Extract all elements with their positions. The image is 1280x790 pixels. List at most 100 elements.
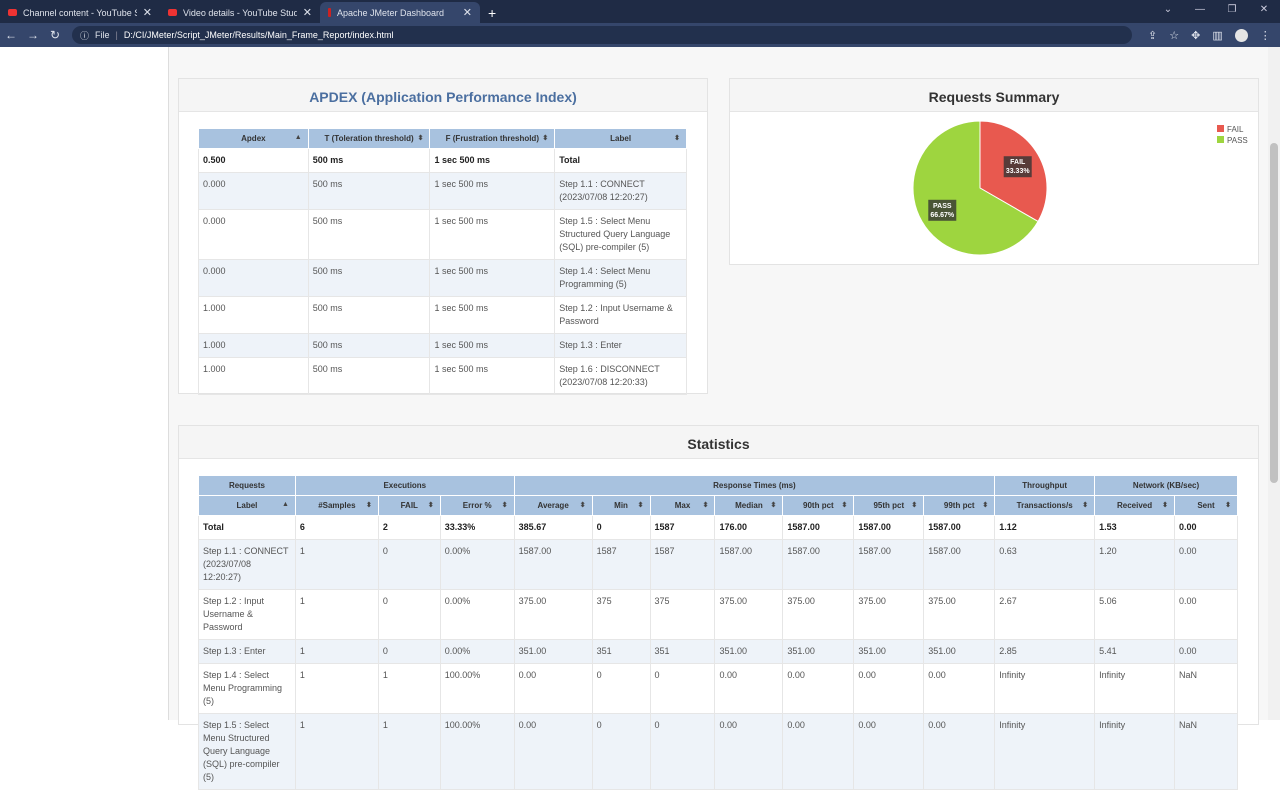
column-header[interactable]: T (Toleration threshold) ⬍ [307,128,431,149]
sort-icon[interactable]: ⬍ [365,502,372,509]
table-cell: 1.53 [1094,515,1176,540]
column-header[interactable]: Min ⬍ [591,495,651,516]
table-row: 1.000 500 ms 1 sec 500 ms Step 1.3 : Enter [198,333,687,358]
minimize-button[interactable]: — [1195,4,1205,15]
table-cell: 1 [377,713,441,790]
table-cell: Total [198,515,296,540]
forward-icon[interactable]: → [27,28,39,42]
column-header[interactable]: Apdex ▲ [198,128,309,149]
youtube-icon [168,9,177,16]
column-header[interactable]: Average ⬍ [513,495,593,516]
sort-icon[interactable]: ⬍ [702,502,709,509]
table-cell: 0 [377,639,441,664]
profile-avatar[interactable] [1234,28,1248,42]
sort-ascending-icon[interactable]: ▲ [281,501,289,508]
info-icon[interactable]: ⓘ [80,30,90,41]
table-cell: 351.00 [782,639,855,664]
sort-icon[interactable]: ⬍ [427,502,434,509]
table-cell: Step 1.3 : Enter [554,333,687,358]
table-cell: 0.00 [853,713,925,790]
sort-icon[interactable]: ⬍ [982,502,989,509]
table-cell: 0 [591,663,651,714]
table-row: 0.000 500 ms 1 sec 500 ms Step 1.4 : Select… [198,259,687,297]
close-tab-icon[interactable]: ✕ [462,7,472,19]
sort-icon[interactable]: ⬍ [1225,502,1231,509]
table-cell: 1587.00 [923,539,996,590]
menu-icon[interactable]: ⋮ [1259,29,1271,42]
sort-icon[interactable]: ⬍ [674,135,680,142]
close-window-button[interactable]: ✕ [1259,4,1269,15]
restore-button[interactable]: ❐ [1227,4,1237,15]
extensions-icon[interactable]: ✥ [1191,29,1201,42]
column-header[interactable]: Received ⬍ [1094,495,1176,516]
column-header[interactable]: Error % ⬍ [439,495,515,516]
table-cell: 351 [649,639,716,664]
column-header[interactable]: #Samples ⬍ [294,495,379,516]
bookmark-star-icon[interactable]: ☆ [1169,29,1180,42]
total-row: 0.500 500 ms 1 sec 500 ms Total [198,148,687,173]
jmeter-icon [328,8,331,17]
sort-icon[interactable]: ⬍ [1162,502,1169,509]
browser-tab-active[interactable]: Apache JMeter Dashboard ✕ [320,2,480,23]
table-row: Step 1.5 : Select Menu Structured Query … [198,713,1238,790]
column-header[interactable]: 90th pct ⬍ [782,495,855,516]
sort-icon[interactable]: ⬍ [911,502,918,509]
column-header[interactable]: 95th pct ⬍ [853,495,925,516]
column-header[interactable]: Label ⬍ [554,128,687,149]
table-cell: 1 sec 500 ms [429,259,556,297]
table-cell: Step 1.4 : Select Menu Programming (5) [554,259,687,297]
column-header[interactable]: FAIL ⬍ [377,495,441,516]
table-cell: Step 1.1 : CONNECT (2023/07/08 12:20:27) [554,172,687,210]
table-cell: 0.00 [1174,539,1238,590]
sidebar-icon[interactable]: ▥ [1212,29,1223,42]
table-cell: 500 ms [307,333,431,358]
tab-search-icon[interactable]: ⌄ [1163,4,1173,15]
sort-icon[interactable]: ⬍ [770,502,777,509]
table-cell: 351.00 [853,639,925,664]
column-header[interactable]: F (Frustration threshold) ⬍ [429,128,556,149]
back-icon[interactable]: ← [5,28,17,42]
table-cell: 1587.00 [853,515,925,540]
pie-slice-pass[interactable] [912,120,1039,256]
table-cell: 0 [377,589,441,640]
sort-icon[interactable]: ⬍ [417,135,424,142]
browser-tab-bar: Channel content - YouTube Studio✕ Video … [0,0,1280,23]
sort-icon[interactable]: ⬍ [501,502,508,509]
table-cell: 0.00 [782,713,855,790]
sort-icon[interactable]: ⬍ [637,502,644,509]
table-cell: 0.00 [782,663,855,714]
legend-entry[interactable]: FAIL [1227,125,1244,134]
table-cell: 0.00% [439,539,515,590]
table-cell: 500 ms [307,357,431,395]
scrollbar[interactable] [1268,47,1280,720]
table-cell: 1.12 [994,515,1096,540]
column-header[interactable]: Label ▲ [198,495,296,516]
sort-icon[interactable]: ⬍ [542,135,549,142]
close-tab-icon[interactable]: ✕ [142,7,152,19]
apdex-title: APDEX (Application Performance Index) [179,79,707,112]
reload-icon[interactable]: ↻ [49,28,61,42]
table-cell: 1.000 [198,357,309,395]
url-input[interactable]: ⓘ File | D:/CI/JMeter/Script_JMeter/Resul… [72,26,1132,44]
table-cell: 1 [294,589,379,640]
column-group-header: Throughput [994,475,1096,496]
legend-swatch [1217,125,1224,132]
legend-entry[interactable]: PASS [1227,136,1248,145]
column-header[interactable]: Sent ⬍ [1174,495,1238,516]
column-header[interactable]: Transactions/s ⬍ [994,495,1096,516]
column-header[interactable]: Max ⬍ [649,495,716,516]
new-tab-button[interactable]: + [488,4,497,21]
browser-tab[interactable]: Video details - YouTube Studio ✕ [160,2,320,23]
column-group-header: Requests [198,475,296,496]
browser-tab[interactable]: Channel content - YouTube Studio✕ [0,2,160,23]
share-icon[interactable]: ⇪ [1148,29,1158,42]
close-tab-icon[interactable]: ✕ [302,7,312,19]
table-cell: 351.00 [923,639,996,664]
sort-icon[interactable]: ⬍ [579,502,586,509]
sort-icon[interactable]: ⬍ [1082,502,1089,509]
sort-ascending-icon[interactable]: ▲ [294,134,302,141]
sort-icon[interactable]: ⬍ [841,502,848,509]
column-header[interactable]: Median ⬍ [714,495,784,516]
table-row: 0.000 500 ms 1 sec 500 ms Step 1.1 : CONNEC… [198,172,687,210]
column-header[interactable]: 99th pct ⬍ [923,495,996,516]
